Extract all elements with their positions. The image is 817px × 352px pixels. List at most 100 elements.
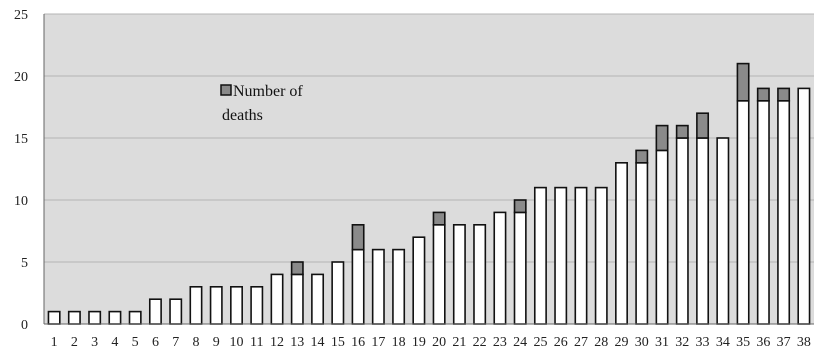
bar-segment-base <box>655 149 669 325</box>
bar-segment-base <box>270 273 284 325</box>
bar-segment-base <box>331 261 345 325</box>
x-tick-label: 8 <box>192 335 199 350</box>
bar-segment-base <box>392 248 406 325</box>
x-tick-label: 22 <box>473 335 487 350</box>
x-tick-label: 1 <box>51 335 58 350</box>
x-tick-label: 4 <box>111 335 118 350</box>
y-axis: 0 5 10 15 20 25 <box>14 8 45 333</box>
x-tick-label: 19 <box>412 335 426 350</box>
x-tick-label: 36 <box>756 335 770 350</box>
bar-segment-base <box>615 162 628 325</box>
x-tick-label: 21 <box>452 335 466 350</box>
x-tick-label: 3 <box>91 335 98 350</box>
bar-segment-base <box>797 87 811 325</box>
bar-segment-base <box>148 298 162 325</box>
y-tick-label: 15 <box>14 132 28 147</box>
x-tick-label: 20 <box>432 335 446 350</box>
bar-segment-base <box>371 248 385 325</box>
bar-segment-base <box>412 236 426 325</box>
x-axis: 1 2 3 4 5 6 7 8 9 10 11 12 13 14 15 16 17 18 19 20 21 22 23 24 2… <box>44 323 814 350</box>
x-tick-label: 15 <box>331 335 345 350</box>
bar-segment-base <box>128 310 142 325</box>
bar-segment-deaths <box>290 261 304 276</box>
x-tick-label: 2 <box>71 335 78 350</box>
bar-segment-base <box>452 224 466 325</box>
bar-segment-base <box>736 100 750 325</box>
bar-segment-base <box>756 100 770 325</box>
x-tick-label: 27 <box>574 335 588 350</box>
x-tick-label: 18 <box>392 335 406 350</box>
bar-segment-base <box>230 285 243 325</box>
bar-segment-base <box>635 162 649 325</box>
y-tick-label: 20 <box>14 70 28 85</box>
y-tick-label: 25 <box>14 8 28 23</box>
bar-segment-base <box>189 285 203 325</box>
bar-segment-base <box>47 310 61 325</box>
bar-segment-base <box>533 186 547 325</box>
bar-segment-base <box>696 137 710 325</box>
x-tick-label: 5 <box>132 335 139 350</box>
legend: Number of deaths <box>220 83 303 124</box>
bar-segment-base <box>513 211 527 325</box>
x-tick-label: 11 <box>250 335 263 350</box>
bar-segment-base <box>594 186 608 325</box>
y-tick-label: 10 <box>14 194 28 209</box>
bar-segment-base <box>290 273 304 325</box>
x-tick-label: 37 <box>777 335 791 350</box>
bar-segment-base <box>169 298 183 325</box>
x-tick-label: 32 <box>675 335 689 350</box>
x-tick-label: 33 <box>696 335 710 350</box>
x-tick-label: 25 <box>533 335 547 350</box>
bar-segment-deaths <box>635 149 649 164</box>
bar-segment-base <box>250 285 264 325</box>
x-tick-label: 28 <box>594 335 608 350</box>
bar-segment-deaths <box>756 87 770 102</box>
bar-segment-base <box>777 100 791 325</box>
x-tick-label: 12 <box>270 335 284 350</box>
bar-segment-base <box>675 137 689 325</box>
bars <box>47 62 811 325</box>
x-tick-label: 10 <box>230 335 244 350</box>
x-tick-label: 38 <box>797 335 811 350</box>
bar-segment-deaths <box>655 124 669 152</box>
bar-segment-deaths <box>351 224 365 251</box>
x-tick-label: 7 <box>172 335 179 350</box>
bar-segment-deaths <box>513 199 527 214</box>
bar-segment-base <box>209 285 223 325</box>
legend-swatch-deaths <box>220 84 232 96</box>
x-tick-label: 17 <box>371 335 385 350</box>
x-tick-label: 26 <box>554 335 568 350</box>
legend-label-deaths: Number of deaths <box>222 83 303 124</box>
x-tick-label: 13 <box>290 335 304 350</box>
bar-segment-deaths <box>777 87 791 102</box>
bar-segment-base <box>67 310 81 325</box>
bar-segment-base <box>473 224 487 325</box>
bar-segment-base <box>574 186 588 325</box>
x-tick-label: 30 <box>635 335 649 350</box>
bar-segment-deaths <box>432 211 446 226</box>
bar-segment-base <box>88 310 102 325</box>
bar-segment-deaths <box>675 124 689 139</box>
x-tick-label: 9 <box>213 335 220 350</box>
x-tick-label: 31 <box>655 335 669 350</box>
x-tick-label: 6 <box>152 335 159 350</box>
x-tick-label: 16 <box>351 335 365 350</box>
x-tick-label: 14 <box>311 335 325 350</box>
x-tick-label: 29 <box>615 335 629 350</box>
bar-segment-base <box>432 224 446 325</box>
bar-segment-deaths <box>696 112 710 139</box>
bar-segment-base <box>108 310 122 325</box>
x-tick-label: 23 <box>493 335 507 350</box>
x-tick-label: 24 <box>513 335 527 350</box>
bar-segment-base <box>554 186 568 325</box>
x-tick-label: 34 <box>716 335 730 350</box>
x-tick-label: 35 <box>736 335 750 350</box>
y-tick-label: 0 <box>21 318 28 333</box>
bar-segment-base <box>351 248 365 325</box>
bar-segment-base <box>311 273 325 325</box>
bar-segment-base <box>716 137 730 325</box>
y-tick-label: 5 <box>21 256 28 271</box>
bar-segment-base <box>493 211 507 325</box>
bar-segment-deaths <box>736 62 750 102</box>
